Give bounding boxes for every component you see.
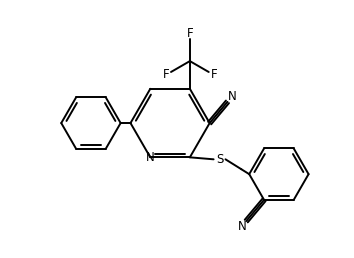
Text: N: N [228, 90, 236, 103]
Text: F: F [187, 27, 193, 40]
Text: N: N [238, 220, 246, 233]
Text: F: F [211, 68, 217, 82]
Text: S: S [216, 153, 223, 166]
Text: F: F [162, 68, 169, 82]
Text: N: N [146, 151, 155, 164]
